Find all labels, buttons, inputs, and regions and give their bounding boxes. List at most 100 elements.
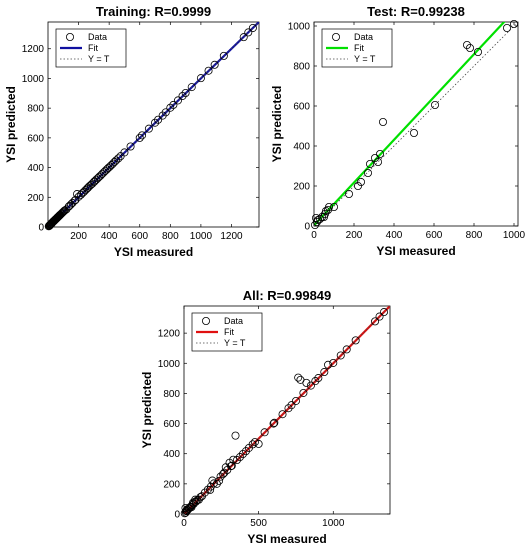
data-point (239, 33, 248, 42)
data-point (102, 165, 111, 174)
data-point (92, 175, 101, 184)
y-axis-label: YSI predicted (270, 86, 284, 163)
data-point (473, 48, 482, 57)
data-point (284, 404, 293, 413)
data-point (227, 461, 236, 470)
data-point (79, 187, 88, 196)
y-tick-label: 600 (163, 419, 180, 430)
data-point (196, 493, 205, 502)
x-tick-label: 200 (70, 231, 87, 242)
data-point (235, 453, 244, 462)
legend-label: Fit (354, 43, 364, 53)
y-tick-label: 0 (38, 223, 44, 234)
data-point (462, 41, 471, 50)
data-point (244, 28, 253, 37)
x-axis-label: YSI measured (376, 244, 455, 258)
legend-label: Y = T (354, 54, 376, 64)
data-point (363, 168, 372, 177)
y-tick-label: 0 (304, 222, 310, 233)
data-point (465, 44, 474, 53)
data-point (370, 153, 379, 162)
data-point (378, 118, 387, 127)
data-point (311, 377, 320, 386)
data-point (169, 100, 178, 109)
data-point (269, 419, 278, 428)
chart-title: Training: R=0.9999 (96, 4, 211, 19)
data-point (336, 351, 345, 360)
data-point (238, 450, 247, 459)
data-point (317, 212, 326, 221)
data-point (120, 148, 129, 157)
x-tick-label: 200 (346, 230, 363, 241)
data-point (135, 133, 144, 142)
data-point (219, 470, 228, 479)
x-tick-label: 800 (162, 231, 179, 242)
data-point (166, 103, 175, 112)
y-tick-label: 400 (27, 163, 44, 174)
data-point (302, 378, 311, 387)
data-point (78, 189, 87, 198)
data-point (324, 360, 333, 369)
x-tick-label: 0 (181, 518, 187, 529)
x-tick-label: 500 (250, 518, 267, 529)
data-point (196, 74, 205, 83)
legend-label: Fit (224, 327, 234, 337)
chart-title: Test: R=0.99238 (367, 4, 465, 19)
y-tick-label: 200 (163, 479, 180, 490)
y-tick-label: 400 (293, 142, 310, 153)
data-point (138, 131, 147, 140)
y-tick-label: 800 (163, 389, 180, 400)
data-point (173, 96, 182, 105)
y-axis-label: YSI predicted (4, 86, 18, 163)
data-point (342, 345, 351, 354)
fit-line (314, 22, 506, 226)
legend-label: Data (224, 316, 243, 326)
data-point (178, 91, 187, 100)
data-point (254, 439, 263, 448)
y-tick-label: 1000 (22, 74, 45, 85)
data-point (210, 60, 219, 69)
data-point (299, 388, 308, 397)
y-tick-label: 1000 (158, 359, 181, 370)
data-point (311, 213, 320, 222)
legend-label: Y = T (224, 338, 246, 348)
data-point (219, 51, 228, 60)
data-point (101, 166, 110, 175)
data-point (114, 154, 123, 163)
data-point (60, 207, 69, 216)
x-tick-label: 1000 (322, 518, 345, 529)
y-tick-label: 400 (163, 449, 180, 460)
data-point (502, 23, 511, 32)
data-point (161, 108, 170, 117)
data-point (329, 202, 338, 211)
data-point (291, 396, 300, 405)
y-tick-label: 1000 (288, 22, 311, 33)
data-point (206, 485, 215, 494)
legend-marker-data (201, 316, 210, 325)
data-point (204, 66, 213, 75)
x-axis-label: YSI measured (247, 532, 326, 546)
data-point (215, 476, 224, 485)
data-point (278, 410, 287, 419)
data-point (68, 198, 77, 207)
data-point (260, 428, 269, 437)
legend-marker-data (66, 33, 75, 42)
data-point (84, 183, 93, 192)
data-point (380, 308, 389, 317)
y-tick-label: 800 (27, 104, 44, 115)
data-point (324, 202, 333, 211)
data-point (287, 401, 296, 410)
data-point (351, 336, 360, 345)
data-point (344, 189, 353, 198)
y-tick-label: 800 (293, 62, 310, 73)
data-point (154, 115, 163, 124)
data-point (104, 163, 113, 172)
data-point (151, 118, 160, 127)
chart-2: 0 200 400 600 800 1000 0 200 400 600 800 1000 DataFi… (270, 4, 526, 258)
x-tick-label: 1200 (220, 231, 243, 242)
data-point (371, 317, 380, 326)
data-point (241, 447, 250, 456)
data-point (315, 214, 324, 223)
y-tick-label: 1200 (158, 329, 181, 340)
